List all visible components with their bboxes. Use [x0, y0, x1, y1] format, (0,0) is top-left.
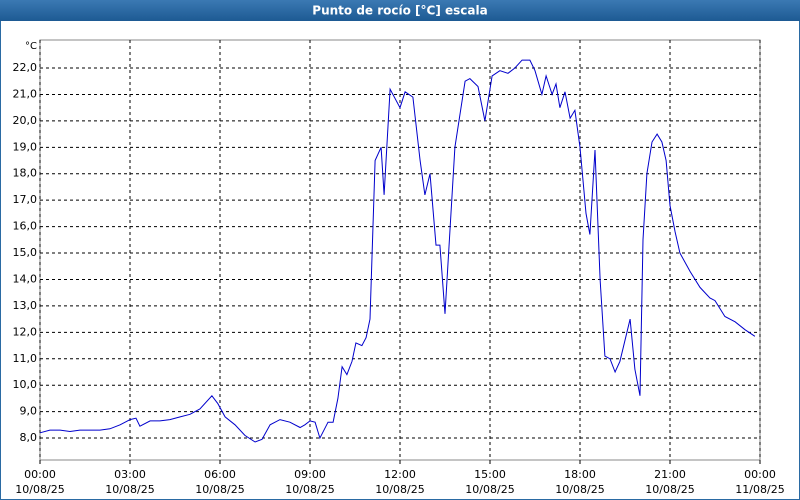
- y-tick-label: 20,0: [13, 114, 38, 127]
- y-tick-label: 14,0: [13, 272, 38, 285]
- y-tick-label: 22,0: [13, 61, 38, 74]
- x-tick-label: 00:00: [24, 468, 56, 481]
- y-tick-label: 9,0: [20, 405, 38, 418]
- x-tick-date: 10/08/25: [555, 483, 604, 496]
- x-tick-date: 10/08/25: [195, 483, 244, 496]
- x-tick-date: 10/08/25: [465, 483, 514, 496]
- x-tick-date: 11/08/25: [735, 483, 784, 496]
- data-line: [39, 59, 756, 443]
- x-tick-label: 15:00: [474, 468, 506, 481]
- y-tick-label: 8,0: [20, 431, 38, 444]
- y-tick-label: 13,0: [13, 299, 38, 312]
- y-tick-label: 11,0: [13, 352, 38, 365]
- x-tick-date: 10/08/25: [375, 483, 424, 496]
- y-tick-label: 10,0: [13, 378, 38, 391]
- y-tick-label: 18,0: [13, 167, 38, 180]
- y-tick-label: 19,0: [13, 140, 38, 153]
- chart-title: Punto de rocío [°C] escala: [312, 4, 487, 18]
- y-tick-label: 21,0: [13, 87, 38, 100]
- x-tick-date: 10/08/25: [285, 483, 334, 496]
- y-tick-label: 15,0: [13, 246, 38, 259]
- y-unit: °C: [25, 41, 37, 52]
- x-tick-date: 10/08/25: [15, 483, 64, 496]
- x-tick-label: 09:00: [294, 468, 326, 481]
- x-tick-label: 06:00: [204, 468, 236, 481]
- x-tick-date: 10/08/25: [645, 483, 694, 496]
- x-tick-label: 18:00: [564, 468, 596, 481]
- y-tick-label: 16,0: [13, 220, 38, 233]
- title-bar: [0, 0, 800, 21]
- x-tick-label: 00:00: [744, 468, 776, 481]
- x-tick-label: 21:00: [654, 468, 686, 481]
- y-tick-label: 17,0: [13, 193, 38, 206]
- x-tick-date: 10/08/25: [105, 483, 154, 496]
- x-tick-label: 03:00: [114, 468, 146, 481]
- x-tick-label: 12:00: [384, 468, 416, 481]
- y-tick-label: 12,0: [13, 325, 38, 338]
